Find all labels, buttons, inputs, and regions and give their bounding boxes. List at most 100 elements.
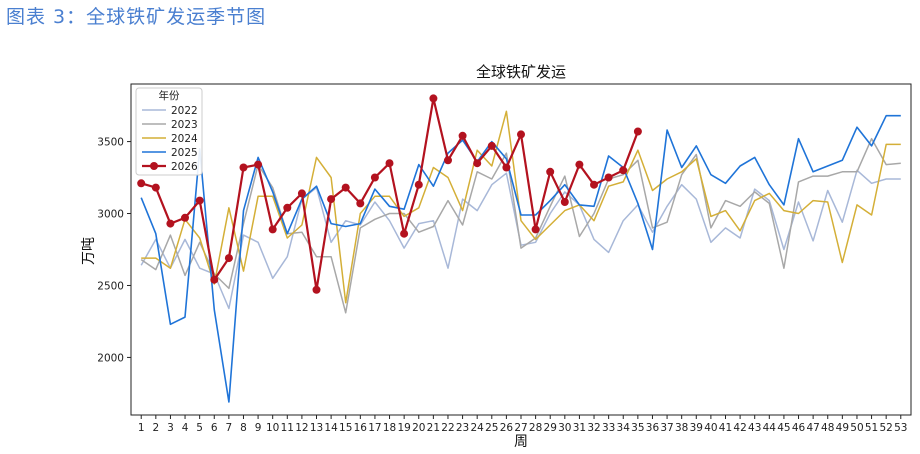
y-tick-label: 3000 [97, 209, 124, 221]
x-tick-label: 41 [719, 422, 732, 434]
data-point-2026 [487, 141, 496, 150]
x-tick-label: 4 [182, 422, 189, 434]
x-tick-label: 6 [211, 422, 218, 434]
data-point-2026 [619, 166, 628, 175]
x-tick-label: 30 [558, 422, 571, 434]
x-tick-label: 7 [226, 422, 233, 434]
x-tick-label: 9 [255, 422, 262, 434]
x-tick-label: 52 [879, 422, 892, 434]
y-tick-label: 2500 [97, 280, 124, 292]
x-tick-label: 36 [646, 422, 660, 434]
legend-label-2026: 2026 [171, 161, 198, 173]
x-tick-label: 23 [456, 422, 469, 434]
x-tick-label: 32 [587, 422, 600, 434]
data-point-2026 [546, 167, 555, 176]
legend-marker-2026 [150, 162, 158, 170]
data-point-2026 [473, 159, 482, 168]
data-point-2026 [531, 225, 540, 234]
data-point-2026 [517, 130, 525, 139]
x-tick-label: 37 [660, 422, 673, 434]
data-point-2026 [444, 156, 452, 165]
x-tick-label: 12 [295, 422, 308, 434]
data-point-2026 [385, 159, 394, 168]
x-tick-label: 45 [777, 422, 790, 434]
x-tick-label: 14 [324, 422, 338, 434]
data-point-2026 [327, 195, 336, 204]
figure-caption: 图表 3：全球铁矿发运季节图 [6, 6, 267, 28]
data-point-2026 [137, 179, 146, 188]
data-point-2026 [604, 173, 613, 182]
x-tick-label: 27 [514, 422, 527, 434]
series-line-2025 [140, 114, 901, 403]
data-point-2026 [414, 180, 423, 189]
x-tick-label: 18 [383, 422, 396, 434]
data-point-2026 [370, 173, 379, 182]
data-point-2026 [560, 198, 569, 206]
data-point-2026 [166, 219, 175, 228]
legend-label-2025: 2025 [171, 147, 198, 159]
x-tick-label: 26 [500, 422, 514, 434]
data-point-2026 [151, 183, 160, 192]
x-tick-label: 11 [281, 422, 294, 434]
x-tick-label: 5 [196, 422, 203, 434]
x-tick-label: 38 [675, 422, 688, 434]
data-point-2026 [312, 285, 321, 294]
data-point-2026 [633, 127, 642, 136]
x-tick-label: 49 [836, 422, 849, 434]
x-tick-label: 44 [763, 422, 777, 434]
x-tick-label: 29 [544, 422, 557, 434]
legend-label-2022: 2022 [171, 105, 198, 117]
y-tick-label: 3500 [97, 137, 124, 149]
y-axis-label: 万吨 [81, 237, 97, 265]
x-tick-label: 25 [485, 422, 498, 434]
x-tick-label: 42 [733, 422, 746, 434]
x-tick-label: 33 [602, 422, 615, 434]
x-tick-label: 13 [310, 422, 323, 434]
x-tick-label: 2 [152, 422, 159, 434]
x-tick-label: 28 [529, 422, 542, 434]
legend-label-2024: 2024 [171, 133, 198, 145]
data-point-2026 [575, 160, 584, 169]
x-tick-label: 15 [339, 422, 352, 434]
series-layer [137, 94, 901, 403]
x-tick-label: 1 [138, 422, 145, 434]
data-point-2026 [297, 189, 306, 198]
chart-title: 全球铁矿发运 [476, 63, 566, 81]
x-tick-label: 39 [690, 422, 703, 434]
data-point-2026 [400, 229, 409, 238]
x-tick-label: 8 [240, 422, 247, 434]
x-tick-label: 3 [167, 422, 174, 434]
data-point-2026 [239, 163, 248, 172]
data-point-2026 [283, 203, 292, 212]
x-tick-label: 35 [631, 422, 644, 434]
x-tick-label: 16 [354, 422, 368, 434]
x-axis-label: 周 [514, 434, 528, 450]
data-point-2026 [254, 160, 263, 169]
series-line-2024 [141, 110, 901, 304]
ticks-layer: 1 2 3 4 5 6 7 8 9 10 11 12 13 14 15 16 17 18 19 20 21 22 23 24 2… [97, 137, 907, 434]
x-tick-label: 46 [792, 422, 806, 434]
data-point-2026 [356, 199, 365, 208]
x-tick-label: 43 [748, 422, 761, 434]
x-tick-label: 22 [441, 422, 454, 434]
data-point-2026 [429, 94, 438, 103]
x-tick-label: 53 [894, 422, 907, 434]
x-tick-label: 21 [427, 422, 440, 434]
data-point-2026 [268, 225, 277, 234]
legend-title: 年份 [159, 89, 180, 102]
data-point-2026 [502, 163, 511, 172]
x-tick-label: 31 [573, 422, 586, 434]
data-point-2026 [210, 275, 219, 284]
data-point-2026 [224, 254, 233, 263]
data-point-2026 [590, 180, 598, 189]
data-point-2026 [195, 196, 204, 205]
data-point-2026 [458, 131, 467, 140]
data-point-2026 [181, 213, 189, 222]
y-tick-label: 2000 [97, 352, 124, 364]
x-tick-label: 40 [704, 422, 717, 434]
x-tick-label: 50 [850, 422, 863, 434]
x-tick-label: 10 [266, 422, 279, 434]
x-tick-label: 48 [821, 422, 834, 434]
x-tick-label: 47 [806, 422, 819, 434]
